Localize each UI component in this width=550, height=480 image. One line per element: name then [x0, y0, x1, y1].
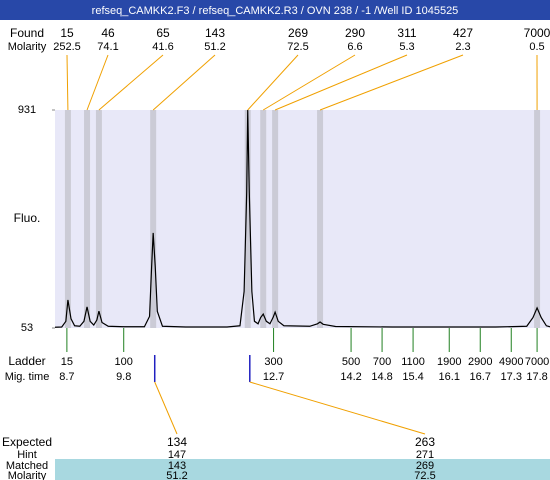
found-molarity: 5.3	[399, 41, 414, 53]
molarity-label: Molarity	[8, 41, 47, 53]
peak-band	[272, 110, 279, 328]
found-connector	[262, 54, 356, 111]
found-molarity: 72.5	[287, 41, 308, 53]
found-connector	[66, 54, 69, 111]
found-size: 269	[288, 26, 308, 40]
ladder-time: 9.8	[116, 371, 131, 383]
expected-hint: 147	[168, 449, 186, 461]
ladder-time: 17.8	[526, 371, 547, 383]
expected-matched: 269	[416, 460, 434, 472]
expected-molarity: 72.5	[414, 470, 435, 480]
expected-molarity: 51.2	[166, 470, 187, 480]
y-tick-label: 53	[21, 322, 33, 334]
ladder-size: 700	[373, 356, 391, 368]
ladder-label: Ladder	[8, 354, 45, 368]
peak-band	[95, 110, 102, 328]
found-connector	[247, 54, 299, 111]
ladder-size: 4900	[499, 356, 523, 368]
title: refseq_CAMKK2.F3 / refseq_CAMKK2.R3 / OV…	[92, 5, 459, 17]
found-connector	[319, 54, 464, 111]
found-size: 143	[205, 26, 225, 40]
ladder-time: 16.7	[470, 371, 491, 383]
ladder-size: 300	[264, 356, 282, 368]
row-label: Expected	[2, 435, 52, 449]
expected-matched: 143	[168, 460, 186, 472]
ladder-size: 500	[342, 356, 360, 368]
found-size: 311	[397, 26, 416, 40]
ladder-size: 15	[61, 356, 73, 368]
mig-time-label: Mig. time	[5, 371, 50, 383]
expected-connector	[154, 381, 178, 435]
ladder-time: 12.7	[263, 371, 284, 383]
peak-band	[84, 110, 91, 328]
matched-row-background	[55, 459, 550, 480]
found-size: 65	[156, 26, 170, 40]
found-molarity: 252.5	[53, 41, 81, 53]
ladder-time: 16.1	[439, 371, 460, 383]
row-label: Matched	[6, 460, 48, 472]
ladder-size: 1100	[401, 356, 425, 368]
found-size: 46	[101, 26, 115, 40]
title-bar	[0, 0, 550, 20]
found-molarity: 6.6	[347, 41, 362, 53]
found-size: 7000	[524, 26, 550, 40]
ladder-size: 2900	[468, 356, 492, 368]
peak-band	[64, 110, 71, 328]
found-size: 427	[453, 26, 473, 40]
found-connector	[98, 54, 164, 111]
y-axis-label: Fluo.	[14, 211, 41, 225]
found-size: 15	[60, 26, 74, 40]
expected-connector	[249, 381, 426, 435]
found-molarity: 74.1	[97, 41, 118, 53]
row-label: Molarity	[8, 470, 47, 480]
trace	[54, 109, 550, 328]
found-size: 290	[345, 26, 365, 40]
ladder-size: 100	[115, 356, 133, 368]
plot-area	[55, 110, 550, 328]
peak-band	[260, 110, 267, 328]
found-label: Found	[10, 26, 44, 40]
ladder-time: 14.2	[340, 371, 361, 383]
ladder-time: 15.4	[402, 371, 423, 383]
found-connector	[274, 54, 408, 111]
row-label: Hint	[17, 449, 37, 461]
found-molarity: 0.5	[529, 41, 544, 53]
found-connector	[86, 54, 109, 111]
found-molarity: 2.3	[455, 41, 470, 53]
expected-values: 134	[167, 435, 187, 449]
ladder-size: 7000	[525, 356, 549, 368]
y-tick-label: 931	[18, 104, 36, 116]
found-connector	[152, 54, 216, 111]
ladder-size: 1900	[437, 356, 461, 368]
expected-hint: 271	[416, 449, 434, 461]
ladder-time: 8.7	[59, 371, 74, 383]
peak-band	[244, 110, 251, 328]
ladder-time: 14.8	[371, 371, 392, 383]
found-molarity: 41.6	[152, 41, 173, 53]
found-molarity: 51.2	[204, 41, 225, 53]
peak-band	[150, 110, 157, 328]
expected-values: 263	[415, 435, 435, 449]
peak-band	[317, 110, 324, 328]
ladder-time: 17.3	[501, 371, 522, 383]
peak-band	[534, 110, 541, 328]
